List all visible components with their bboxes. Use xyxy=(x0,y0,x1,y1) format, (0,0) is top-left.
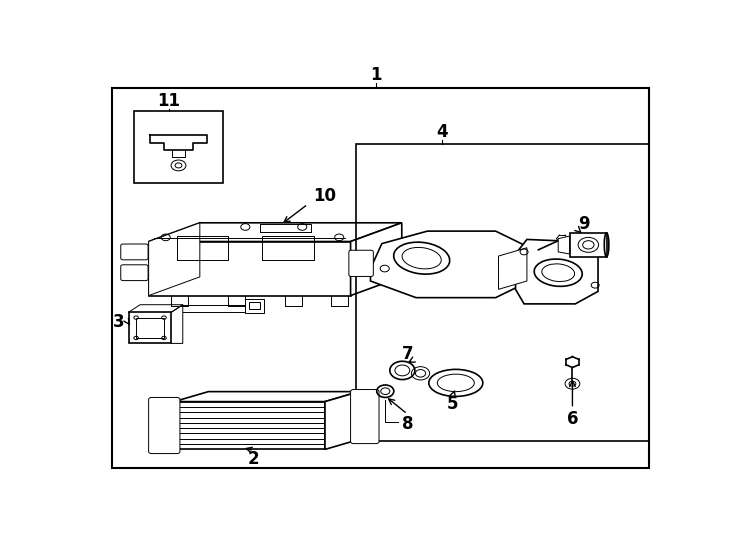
Text: 11: 11 xyxy=(157,92,180,110)
Polygon shape xyxy=(371,231,530,298)
Polygon shape xyxy=(570,233,606,257)
Bar xyxy=(356,144,649,441)
Text: 4: 4 xyxy=(436,123,448,141)
Text: 10: 10 xyxy=(313,187,336,205)
Polygon shape xyxy=(148,241,351,295)
Polygon shape xyxy=(148,223,401,241)
Text: 2: 2 xyxy=(248,450,260,468)
Polygon shape xyxy=(148,223,200,295)
Text: 7: 7 xyxy=(401,345,413,363)
Text: 9: 9 xyxy=(578,214,589,233)
Bar xyxy=(128,312,172,343)
Bar xyxy=(245,299,264,313)
Polygon shape xyxy=(558,236,570,254)
Polygon shape xyxy=(351,223,401,295)
Polygon shape xyxy=(498,248,527,289)
FancyBboxPatch shape xyxy=(121,265,148,281)
Bar xyxy=(134,111,222,183)
Polygon shape xyxy=(325,392,359,449)
Text: 6: 6 xyxy=(567,410,578,428)
Circle shape xyxy=(569,381,576,386)
FancyBboxPatch shape xyxy=(121,244,148,260)
Bar xyxy=(174,402,325,449)
FancyBboxPatch shape xyxy=(148,397,180,454)
FancyBboxPatch shape xyxy=(349,250,374,276)
Text: 5: 5 xyxy=(447,395,459,413)
Text: 8: 8 xyxy=(401,415,413,434)
Polygon shape xyxy=(515,239,598,304)
Text: 1: 1 xyxy=(371,66,382,84)
FancyBboxPatch shape xyxy=(351,389,379,443)
Bar xyxy=(136,318,164,338)
Bar xyxy=(250,302,260,309)
Polygon shape xyxy=(174,392,359,402)
Text: 3: 3 xyxy=(113,313,125,331)
